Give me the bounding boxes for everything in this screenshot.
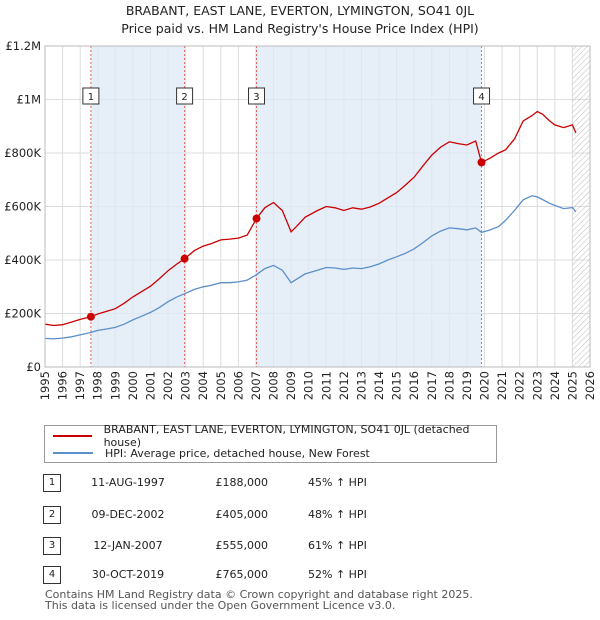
x-tick-label: 2019 bbox=[460, 371, 474, 400]
footer: Contains HM Land Registry data © Crown c… bbox=[45, 589, 473, 611]
x-tick-label: 2006 bbox=[231, 371, 245, 400]
transaction-price: £765,000 bbox=[215, 568, 269, 581]
x-tick-label: 2008 bbox=[267, 371, 281, 400]
x-tick-label: 2002 bbox=[161, 371, 175, 400]
sale-marker bbox=[252, 214, 261, 223]
table-row: 2 09-DEC-2002 £405,000 48% ↑ HPI bbox=[38, 504, 438, 526]
y-tick-label: £600K bbox=[4, 200, 41, 214]
legend-swatch-property bbox=[53, 435, 92, 437]
y-tick-label: £200K bbox=[4, 307, 41, 321]
legend-label-hpi: HPI: Average price, detached house, New … bbox=[105, 446, 370, 460]
transaction-number-badge: 2 bbox=[43, 506, 61, 524]
transaction-number-badge: 1 bbox=[43, 474, 61, 492]
footer-licence: This data is licensed under the Open Gov… bbox=[45, 599, 396, 612]
transaction-hpi: 45% ↑ HPI bbox=[308, 476, 367, 489]
y-tick-label: £1.2M bbox=[5, 39, 41, 53]
x-tick-label: 2023 bbox=[530, 371, 544, 400]
x-tick-label: 1998 bbox=[91, 371, 105, 400]
transaction-price: £555,000 bbox=[215, 539, 269, 552]
x-tick-label: 2009 bbox=[284, 371, 298, 400]
transaction-date: 09-DEC-2002 bbox=[91, 508, 165, 521]
transaction-date: 30-OCT-2019 bbox=[91, 568, 165, 581]
x-tick-label: 2024 bbox=[548, 371, 562, 400]
transaction-date: 11-AUG-1997 bbox=[91, 476, 165, 489]
legend-item-hpi: HPI: Average price, detached house, New … bbox=[53, 445, 370, 461]
x-tick-label: 2011 bbox=[319, 371, 333, 400]
price-chart: 1 2 3 4 £0 £200K £400K £600K £800K £1M £1.2M 1995 1… bbox=[4, 39, 597, 400]
transaction-number-badge: 4 bbox=[43, 566, 61, 584]
transaction-hpi: 52% ↑ HPI bbox=[308, 568, 367, 581]
x-tick-label: 2017 bbox=[425, 371, 439, 400]
plot-frame bbox=[44, 45, 591, 368]
x-tick-label: 2001 bbox=[143, 371, 157, 400]
x-tick-label: 2018 bbox=[442, 371, 456, 400]
chart-title: BRABANT, EAST LANE, EVERTON, LYMINGTON, … bbox=[125, 3, 475, 18]
x-tick-label: 2005 bbox=[214, 371, 228, 400]
x-tick-label: 2021 bbox=[495, 371, 509, 400]
sale-annotation-box bbox=[176, 87, 194, 105]
legend-label-property: BRABANT, EAST LANE, EVERTON, LYMINGTON, … bbox=[103, 423, 470, 449]
table-row: 4 30-OCT-2019 £765,000 52% ↑ HPI bbox=[38, 564, 438, 586]
table-row: 3 12-JAN-2007 £555,000 61% ↑ HPI bbox=[38, 535, 438, 557]
x-tick-label: 2013 bbox=[354, 371, 368, 400]
x-tick-label: 2020 bbox=[478, 371, 492, 400]
x-tick-label: 2025 bbox=[565, 371, 579, 400]
transaction-hpi: 61% ↑ HPI bbox=[308, 539, 367, 552]
transaction-number-badge: 3 bbox=[43, 537, 61, 555]
sale-annotation-box bbox=[82, 87, 100, 105]
x-tick-label: 2004 bbox=[196, 371, 210, 400]
sale-annotation-label: 1 bbox=[88, 92, 94, 103]
x-tick-label: 2026 bbox=[583, 371, 597, 400]
footer-copyright: Contains HM Land Registry data © Crown c… bbox=[45, 588, 473, 601]
ownership-shade bbox=[90, 46, 185, 367]
sale-marker bbox=[86, 312, 95, 321]
legend-swatch-hpi bbox=[53, 452, 93, 454]
sale-marker bbox=[477, 158, 486, 167]
transaction-price: £188,000 bbox=[215, 476, 269, 489]
hpi-line bbox=[44, 195, 577, 340]
sale-annotation-label: 4 bbox=[478, 92, 484, 103]
x-tick-label: 1996 bbox=[56, 371, 70, 400]
legend-item-property: BRABANT, EAST LANE, EVERTON, LYMINGTON, … bbox=[53, 423, 496, 449]
x-tick-label: 1997 bbox=[73, 371, 87, 400]
sale-annotation-box bbox=[473, 87, 491, 105]
chart-subtitle: Price paid vs. HM Land Registry's House … bbox=[121, 21, 479, 36]
transaction-date: 12-JAN-2007 bbox=[93, 539, 163, 552]
sale-annotation-label: 2 bbox=[181, 92, 187, 103]
x-tick-label: 2012 bbox=[337, 371, 351, 400]
x-tick-label: 2007 bbox=[249, 371, 263, 400]
x-tick-label: 2000 bbox=[126, 371, 140, 400]
property-price-line bbox=[44, 110, 577, 327]
sale-annotation-label: 3 bbox=[253, 92, 259, 103]
y-tick-label: £0 bbox=[26, 360, 41, 374]
table-row: 1 11-AUG-1997 £188,000 45% ↑ HPI bbox=[38, 472, 438, 494]
forecast-hatch bbox=[572, 46, 590, 367]
x-tick-label: 2003 bbox=[179, 371, 193, 400]
x-tick-label: 2015 bbox=[390, 371, 404, 400]
ownership-shade bbox=[256, 46, 482, 367]
y-tick-label: £800K bbox=[4, 146, 41, 160]
transaction-price: £405,000 bbox=[215, 508, 269, 521]
x-tick-label: 1995 bbox=[38, 371, 52, 400]
y-tick-label: £1M bbox=[16, 93, 41, 107]
x-tick-label: 1999 bbox=[108, 371, 122, 400]
x-tick-label: 2010 bbox=[302, 371, 316, 400]
sale-marker bbox=[180, 254, 189, 263]
sale-annotation-box bbox=[247, 87, 265, 105]
y-tick-label: £400K bbox=[4, 253, 41, 267]
legend: BRABANT, EAST LANE, EVERTON, LYMINGTON, … bbox=[44, 423, 497, 463]
transaction-hpi: 48% ↑ HPI bbox=[308, 508, 367, 521]
x-tick-label: 2016 bbox=[407, 371, 421, 400]
x-tick-label: 2022 bbox=[513, 371, 527, 400]
x-tick-label: 2014 bbox=[372, 371, 386, 400]
